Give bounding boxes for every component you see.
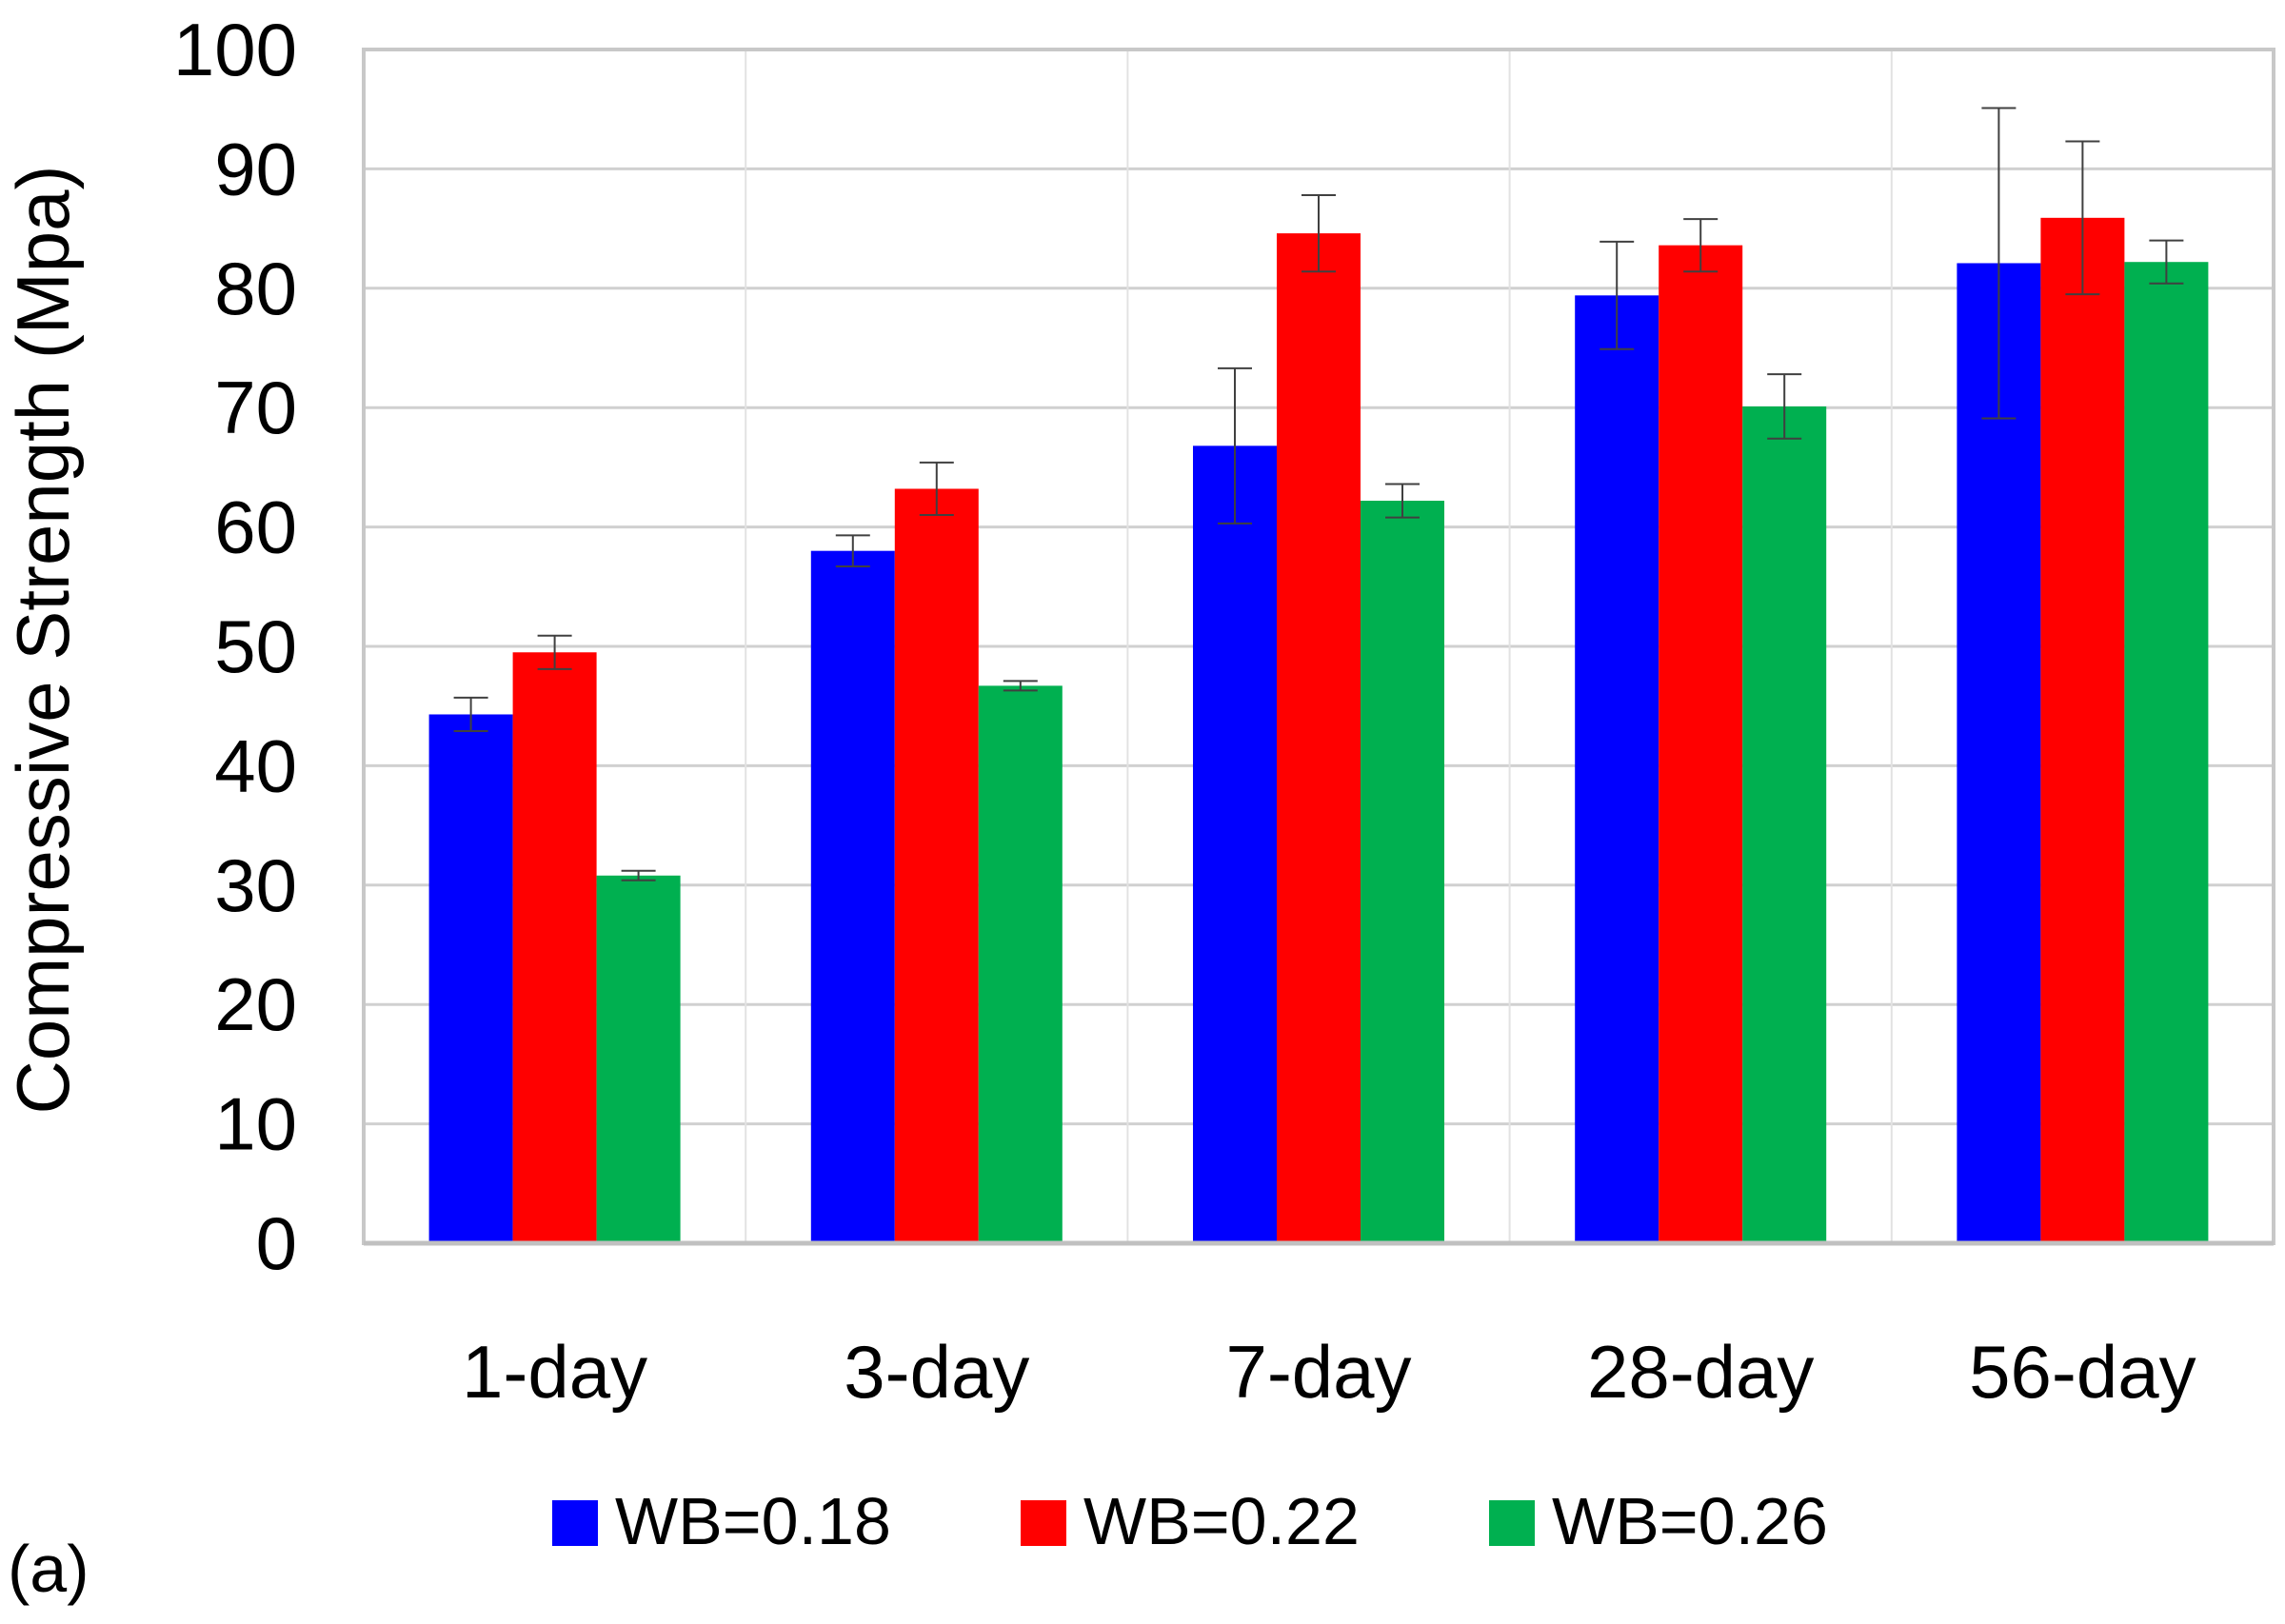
legend-label: WB=0.26 — [1552, 1484, 1828, 1558]
bar-WB=0.22-7-day — [1277, 233, 1361, 1244]
x-category-labels: 1-day 3-day 7-day 28-day 56-day — [462, 1330, 2196, 1414]
bar-WB=0.26-3-day — [978, 685, 1063, 1243]
error-bars — [453, 107, 2184, 881]
y-tick-label: 50 — [214, 604, 297, 688]
y-tick-label: 90 — [214, 127, 297, 210]
plot-frame — [362, 48, 2275, 1246]
bar-WB=0.26-7-day — [1361, 501, 1444, 1243]
x-tick-label: 56-day — [1969, 1330, 2196, 1414]
bar-WB=0.18-7-day — [1193, 446, 1277, 1243]
legend-swatch — [1489, 1500, 1535, 1546]
bar-WB=0.22-56-day — [2040, 217, 2125, 1244]
y-tick-label: 100 — [173, 8, 297, 91]
bar-WB=0.18-3-day — [810, 550, 895, 1243]
bar-WB=0.18-56-day — [1957, 263, 2041, 1243]
bar-WB=0.22-28-day — [1659, 245, 1743, 1243]
y-tick-label: 30 — [214, 843, 297, 927]
bar-WB=0.18-1-day — [428, 714, 513, 1243]
y-axis-title: Compressive Strength (Mpa) — [1, 165, 85, 1114]
y-tick-label: 60 — [214, 485, 297, 569]
y-tick-label: 0 — [256, 1201, 297, 1285]
y-tick-label: 40 — [214, 723, 297, 807]
legend-label: WB=0.22 — [1083, 1484, 1360, 1558]
x-tick-label: 1-day — [462, 1330, 647, 1414]
bar-WB=0.26-28-day — [1742, 406, 1827, 1243]
y-tick-labels: 0 10 20 30 40 50 60 70 80 90 100 — [173, 8, 297, 1285]
legend: WB=0.18 WB=0.22 WB=0.26 — [552, 1484, 1828, 1558]
legend-swatch — [552, 1500, 598, 1546]
y-tick-label: 10 — [214, 1082, 297, 1166]
bar-WB=0.22-1-day — [512, 652, 597, 1243]
bar-WB=0.18-28-day — [1575, 295, 1659, 1244]
y-tick-label: 80 — [214, 247, 297, 330]
bar-WB=0.22-3-day — [894, 488, 979, 1243]
bars — [428, 217, 2209, 1244]
x-tick-label: 3-day — [844, 1330, 1029, 1414]
legend-swatch — [1021, 1500, 1066, 1546]
bar-WB=0.26-56-day — [2124, 262, 2209, 1243]
y-tick-label: 20 — [214, 962, 297, 1046]
panel-label: (a) — [8, 1532, 89, 1606]
x-tick-label: 7-day — [1225, 1330, 1411, 1414]
y-tick-label: 70 — [214, 366, 297, 449]
x-tick-label: 28-day — [1587, 1330, 1815, 1414]
legend-label: WB=0.18 — [615, 1484, 891, 1558]
bar-WB=0.26-1-day — [596, 875, 681, 1243]
